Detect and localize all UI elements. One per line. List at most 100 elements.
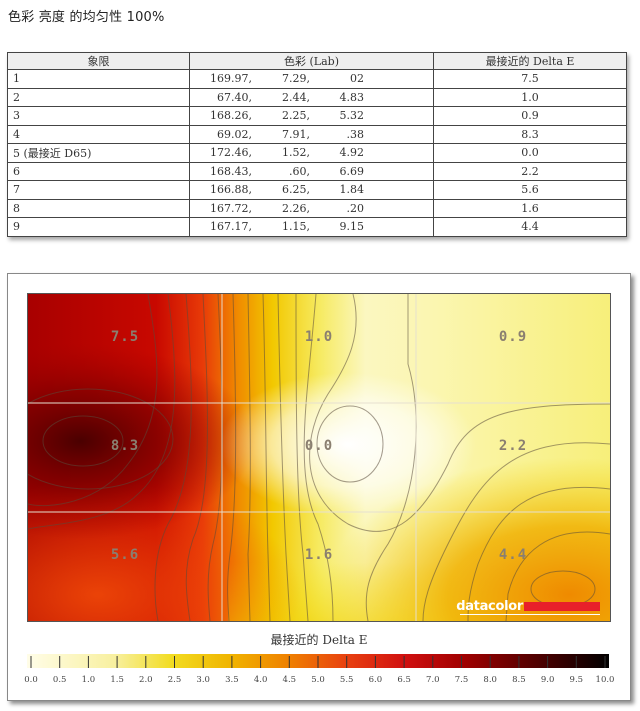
- lab-cell: 169.97, 7.29, 02: [189, 69, 434, 89]
- cell-label-7: 5.6: [110, 547, 140, 563]
- delta-e-cell: 4.4: [433, 217, 627, 237]
- colorbar-tick-label: 8.0: [483, 675, 497, 685]
- lab-cell: 168.43, .60, 6.69: [189, 161, 434, 181]
- uniformity-table: 象限 色彩 (Lab) 最接近的 Delta E 1 169.97, 7.29, 02…: [7, 52, 627, 237]
- lab-b-value: 1.84: [339, 183, 365, 197]
- colorbar-tick-label: 6.0: [368, 675, 383, 685]
- cell-label-6: 2.2: [498, 438, 528, 454]
- colorbar-tick-label: 9.0: [540, 675, 555, 685]
- lab-cell: 69.02, 7.91, .38: [189, 124, 434, 144]
- table-header-row: 象限 色彩 (Lab) 最接近的 Delta E: [7, 52, 627, 70]
- colorbar-tick-label: 4.0: [253, 675, 268, 685]
- table-row: 1 169.97, 7.29, 02 7.5: [7, 69, 627, 89]
- table-row: 2 67.40, 2.44, 4.83 1.0: [7, 87, 627, 107]
- quadrant-cell: 4: [7, 124, 190, 144]
- table-row: 6 168.43, .60, 6.69 2.2: [7, 161, 627, 181]
- lab-a-value: 7.91,: [282, 127, 310, 141]
- header-quadrant: 象限: [7, 52, 190, 70]
- quadrant-cell: 6: [7, 161, 190, 181]
- lab-a-value: .60,: [289, 164, 310, 178]
- colorbar-tick-label: 10.0: [595, 675, 615, 685]
- cell-label-2: 1.0: [304, 329, 334, 345]
- lab-cell: 166.88, 6.25, 1.84: [189, 180, 434, 200]
- colorbar-tick-label: 7.5: [454, 675, 469, 685]
- cell-label-4: 8.3: [110, 438, 140, 454]
- delta-e-cell: 7.5: [433, 69, 627, 89]
- colorbar-title: 最接近的 Delta E: [270, 633, 368, 647]
- colorbar-tick-label: 3.0: [196, 675, 210, 685]
- lab-a-value: 2.44,: [282, 90, 310, 104]
- colorbar-tick-label: 5.0: [311, 675, 325, 685]
- lab-b-value: 6.69: [339, 164, 365, 178]
- quadrant-cell: 3: [7, 106, 190, 126]
- header-color-lab: 色彩 (Lab): [189, 52, 434, 70]
- lab-a-value: 2.25,: [282, 109, 310, 123]
- colorbar-tick-label: 2.0: [139, 675, 153, 685]
- lab-l-value: 67.40,: [217, 90, 252, 104]
- colorbar-tick-label: 7.0: [426, 675, 440, 685]
- delta-e-cell: 5.6: [433, 180, 627, 200]
- table-row: 3 168.26, 2.25, 5.32 0.9: [7, 106, 627, 126]
- lab-b-value: 4.92: [339, 146, 365, 160]
- lab-l-value: 69.02,: [217, 127, 252, 141]
- cell-label-1: 7.5: [110, 329, 140, 345]
- uniformity-chart-panel: 7.5 1.0 0.9 8.3 0.0 2.2 5.6 1.6 4.4 data…: [7, 273, 631, 701]
- header-delta-e: 最接近的 Delta E: [433, 52, 627, 70]
- lab-b-value: 9.15: [339, 220, 365, 234]
- lab-a-value: 6.25,: [282, 183, 310, 197]
- lab-cell: 167.17, 1.15, 9.15: [189, 217, 434, 237]
- lab-a-value: 7.29,: [282, 72, 310, 86]
- quadrant-cell: 2: [7, 87, 190, 107]
- lab-b-value: 4.83: [339, 90, 365, 104]
- quadrant-cell: 8: [7, 198, 190, 218]
- datacolor-logo: datacolor: [456, 600, 600, 613]
- lab-cell: 67.40, 2.44, 4.83: [189, 87, 434, 107]
- cell-label-3: 0.9: [498, 329, 528, 345]
- lab-b-value: .38: [346, 127, 365, 141]
- table-row: 9 167.17, 1.15, 9.15 4.4: [7, 217, 627, 237]
- delta-e-cell: 8.3: [433, 124, 627, 144]
- lab-l-value: 166.88,: [210, 183, 252, 197]
- lab-cell: 172.46, 1.52, 4.92: [189, 143, 434, 163]
- colorbar-tick-label: 0.0: [24, 675, 38, 685]
- colorbar-tick-label: 3.5: [225, 675, 239, 685]
- delta-e-cell: 2.2: [433, 161, 627, 181]
- lab-l-value: 168.43,: [210, 164, 252, 178]
- cell-label-5: 0.0: [304, 438, 334, 454]
- colorbar-tick-label: 1.0: [81, 675, 96, 685]
- colorbar-tick-labels: 0.0 0.5 1.0 1.5 2.0 2.5 3.0 3.5 4.0 4.5 5.0 5.5 6.0 6…: [24, 675, 614, 687]
- delta-e-cell: 1.0: [433, 87, 627, 107]
- lab-a-value: 1.15,: [282, 220, 310, 234]
- lab-l-value: 169.97,: [210, 72, 252, 86]
- lab-a-value: 2.26,: [282, 201, 310, 215]
- quadrant-cell: 7: [7, 180, 190, 200]
- lab-b-value: 02: [350, 72, 364, 86]
- delta-e-cell: 1.6: [433, 198, 627, 218]
- table-row: 7 166.88, 6.25, 1.84 5.6: [7, 180, 627, 200]
- brand-red-bar: [524, 602, 600, 611]
- page-title: 色彩 亮度 的均匀性 100%: [8, 10, 165, 25]
- brand-underline: [460, 614, 600, 615]
- colorbar: [27, 654, 609, 668]
- colorbar-tick-label: 0.5: [52, 675, 67, 685]
- colorbar-tick-label: 1.5: [110, 675, 124, 685]
- heatmap-graphic: [28, 294, 610, 621]
- colorbar-tick-label: 6.5: [397, 675, 411, 685]
- lab-cell: 167.72, 2.26, .20: [189, 198, 434, 218]
- table-row: 8 167.72, 2.26, .20 1.6: [7, 198, 627, 218]
- colorbar-tick-label: 4.5: [282, 675, 297, 685]
- colorbar-tick-label: 9.5: [569, 675, 584, 685]
- quadrant-cell: 9: [7, 217, 190, 237]
- lab-l-value: 167.17,: [210, 220, 252, 234]
- colorbar-tick-label: 5.5: [339, 675, 354, 685]
- lab-l-value: 168.26,: [210, 109, 252, 123]
- colorbar-tick-label: 2.5: [167, 675, 182, 685]
- lab-b-value: .20: [346, 201, 365, 215]
- quadrant-cell: 5 (最接近 D65): [7, 143, 190, 163]
- cell-label-9: 4.4: [498, 547, 528, 563]
- lab-b-value: 5.32: [339, 109, 365, 123]
- cell-label-8: 1.6: [304, 547, 334, 563]
- table-row: 4 69.02, 7.91, .38 8.3: [7, 124, 627, 144]
- colorbar-tick-label: 8.5: [512, 675, 526, 685]
- delta-e-cell: 0.9: [433, 106, 627, 126]
